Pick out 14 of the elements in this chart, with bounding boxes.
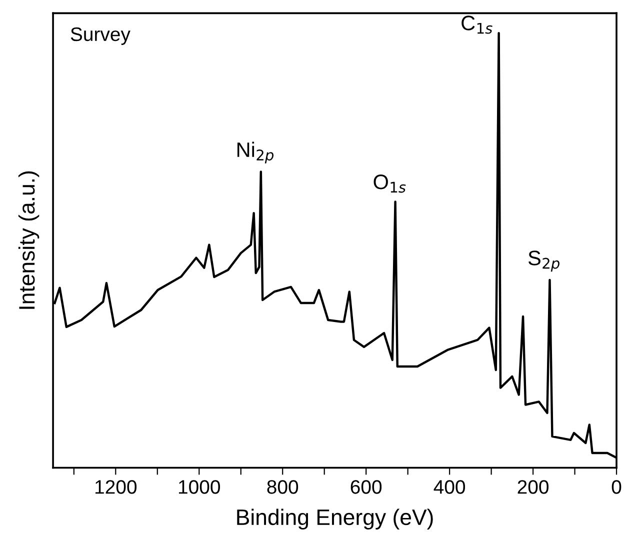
annotation: O$_{1s}$ xyxy=(374,174,406,193)
x-tick-label: 400 xyxy=(434,480,466,494)
x-tick-label: 1000 xyxy=(178,480,220,494)
annotation: C$_{1s}$ xyxy=(462,16,492,34)
annotation: Ni$_{2p}$ xyxy=(237,142,274,164)
x-tick-label: 600 xyxy=(350,480,382,494)
annotation: Survey xyxy=(70,27,130,45)
x-tick-label: 1200 xyxy=(96,480,137,494)
y-axis-title: Intensity (a.u.) xyxy=(18,171,40,309)
x-tick-label: 800 xyxy=(267,480,298,494)
x-axis-title: Binding Energy (eV) xyxy=(237,508,433,530)
x-tick-label: 200 xyxy=(518,480,548,494)
annotation: S$_{2p}$ xyxy=(528,250,560,272)
x-tick-label: 0 xyxy=(612,480,622,494)
